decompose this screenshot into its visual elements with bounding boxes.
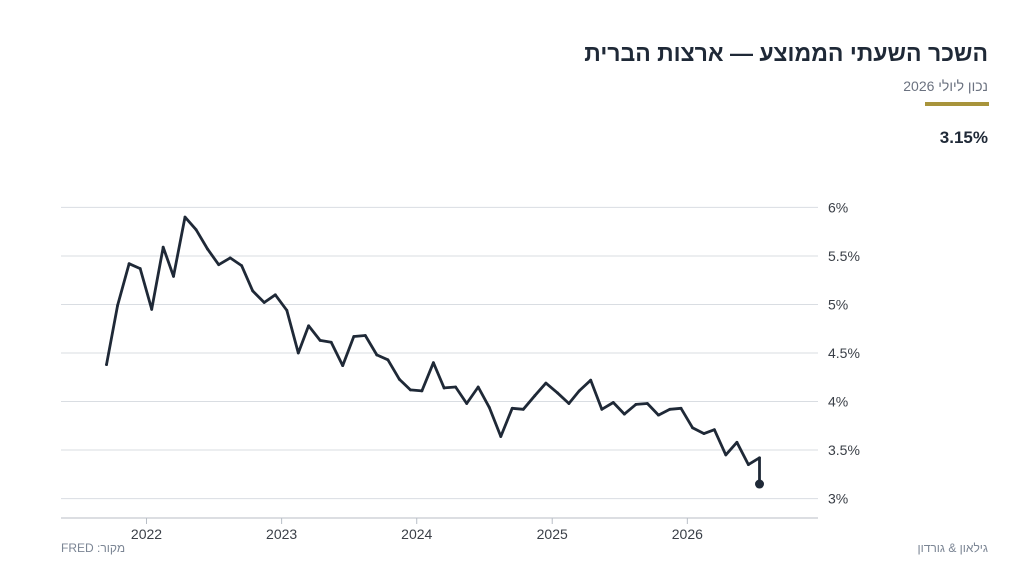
data-point — [521, 407, 525, 411]
chart-title: השכר השעתי הממוצע — ארצות הברית — [584, 40, 988, 66]
y-axis-ticks: 3% 3.5% 4% 4.5% 5% 5.5% 6% — [828, 199, 860, 506]
data-point — [758, 456, 761, 460]
data-points — [105, 215, 761, 486]
data-point — [431, 361, 435, 365]
data-point — [600, 407, 604, 411]
data-point — [341, 364, 345, 368]
y-tick-label: 5.5% — [828, 248, 860, 264]
data-point — [645, 402, 649, 405]
data-point — [420, 389, 424, 393]
data-point — [138, 267, 142, 270]
data-point — [105, 363, 108, 367]
data-point — [555, 391, 559, 395]
data-point — [724, 453, 728, 457]
data-point — [589, 378, 593, 382]
grid-lines — [61, 206, 818, 500]
x-tick-label: 2022 — [131, 526, 162, 542]
y-tick-label: 4.5% — [828, 345, 860, 361]
data-point — [150, 307, 154, 311]
x-tick-label: 2026 — [672, 526, 703, 542]
data-point — [251, 289, 255, 293]
data-point — [691, 426, 694, 430]
y-tick-label: 5% — [828, 296, 848, 312]
data-point — [510, 406, 514, 410]
y-tick-label: 6% — [828, 199, 848, 215]
data-point — [352, 335, 356, 338]
data-point — [567, 402, 571, 405]
data-point — [465, 402, 469, 405]
data-point — [172, 274, 175, 278]
data-point — [747, 463, 750, 467]
data-point — [217, 263, 221, 267]
data-point — [318, 338, 322, 342]
last-point-marker — [755, 479, 765, 489]
x-axis-ticks: 2022 2023 2024 2025 2026 — [131, 518, 703, 542]
x-tick-label: 2023 — [266, 526, 297, 542]
data-point — [454, 385, 458, 389]
data-point — [183, 215, 187, 219]
data-point — [442, 386, 446, 390]
data-point — [194, 228, 198, 232]
data-point — [206, 247, 209, 251]
y-tick-label: 3% — [828, 491, 848, 507]
data-point — [307, 324, 311, 328]
x-tick-label: 2024 — [401, 526, 432, 542]
y-tick-label: 4% — [828, 394, 848, 410]
brand-name: גילאון & גורדון — [917, 541, 988, 555]
data-point — [679, 406, 683, 410]
data-point — [735, 440, 739, 444]
data-point — [296, 351, 300, 355]
data-point — [262, 301, 266, 304]
accent-rule — [925, 102, 989, 106]
data-point — [544, 381, 548, 385]
data-point — [329, 340, 333, 344]
data-point — [116, 304, 120, 307]
data-point — [623, 412, 626, 416]
data-point — [668, 407, 672, 411]
data-point — [386, 358, 390, 362]
data-point — [273, 293, 277, 297]
data-point — [611, 401, 615, 404]
data-point — [634, 403, 638, 406]
data-point — [397, 377, 401, 381]
data-point — [375, 353, 379, 357]
data-point — [363, 334, 367, 337]
x-tick-label: 2025 — [537, 526, 568, 542]
data-point — [476, 385, 480, 389]
data-point — [409, 388, 412, 392]
data-point — [533, 394, 537, 398]
latest-value: 3.15% — [939, 128, 988, 147]
data-point — [487, 405, 491, 409]
y-tick-label: 3.5% — [828, 442, 860, 458]
data-point — [702, 432, 706, 435]
data-point — [577, 389, 581, 393]
data-point — [240, 264, 244, 268]
data-point — [285, 308, 289, 312]
data-point — [127, 262, 131, 266]
data-point — [657, 413, 660, 417]
data-point — [228, 256, 232, 260]
series-line — [105, 215, 761, 486]
data-point — [499, 435, 503, 438]
data-point — [161, 245, 165, 249]
data-point — [712, 428, 716, 432]
chart-subtitle: נכון ליולי 2026 — [903, 78, 988, 94]
source-note: מקור: FRED — [61, 541, 126, 555]
